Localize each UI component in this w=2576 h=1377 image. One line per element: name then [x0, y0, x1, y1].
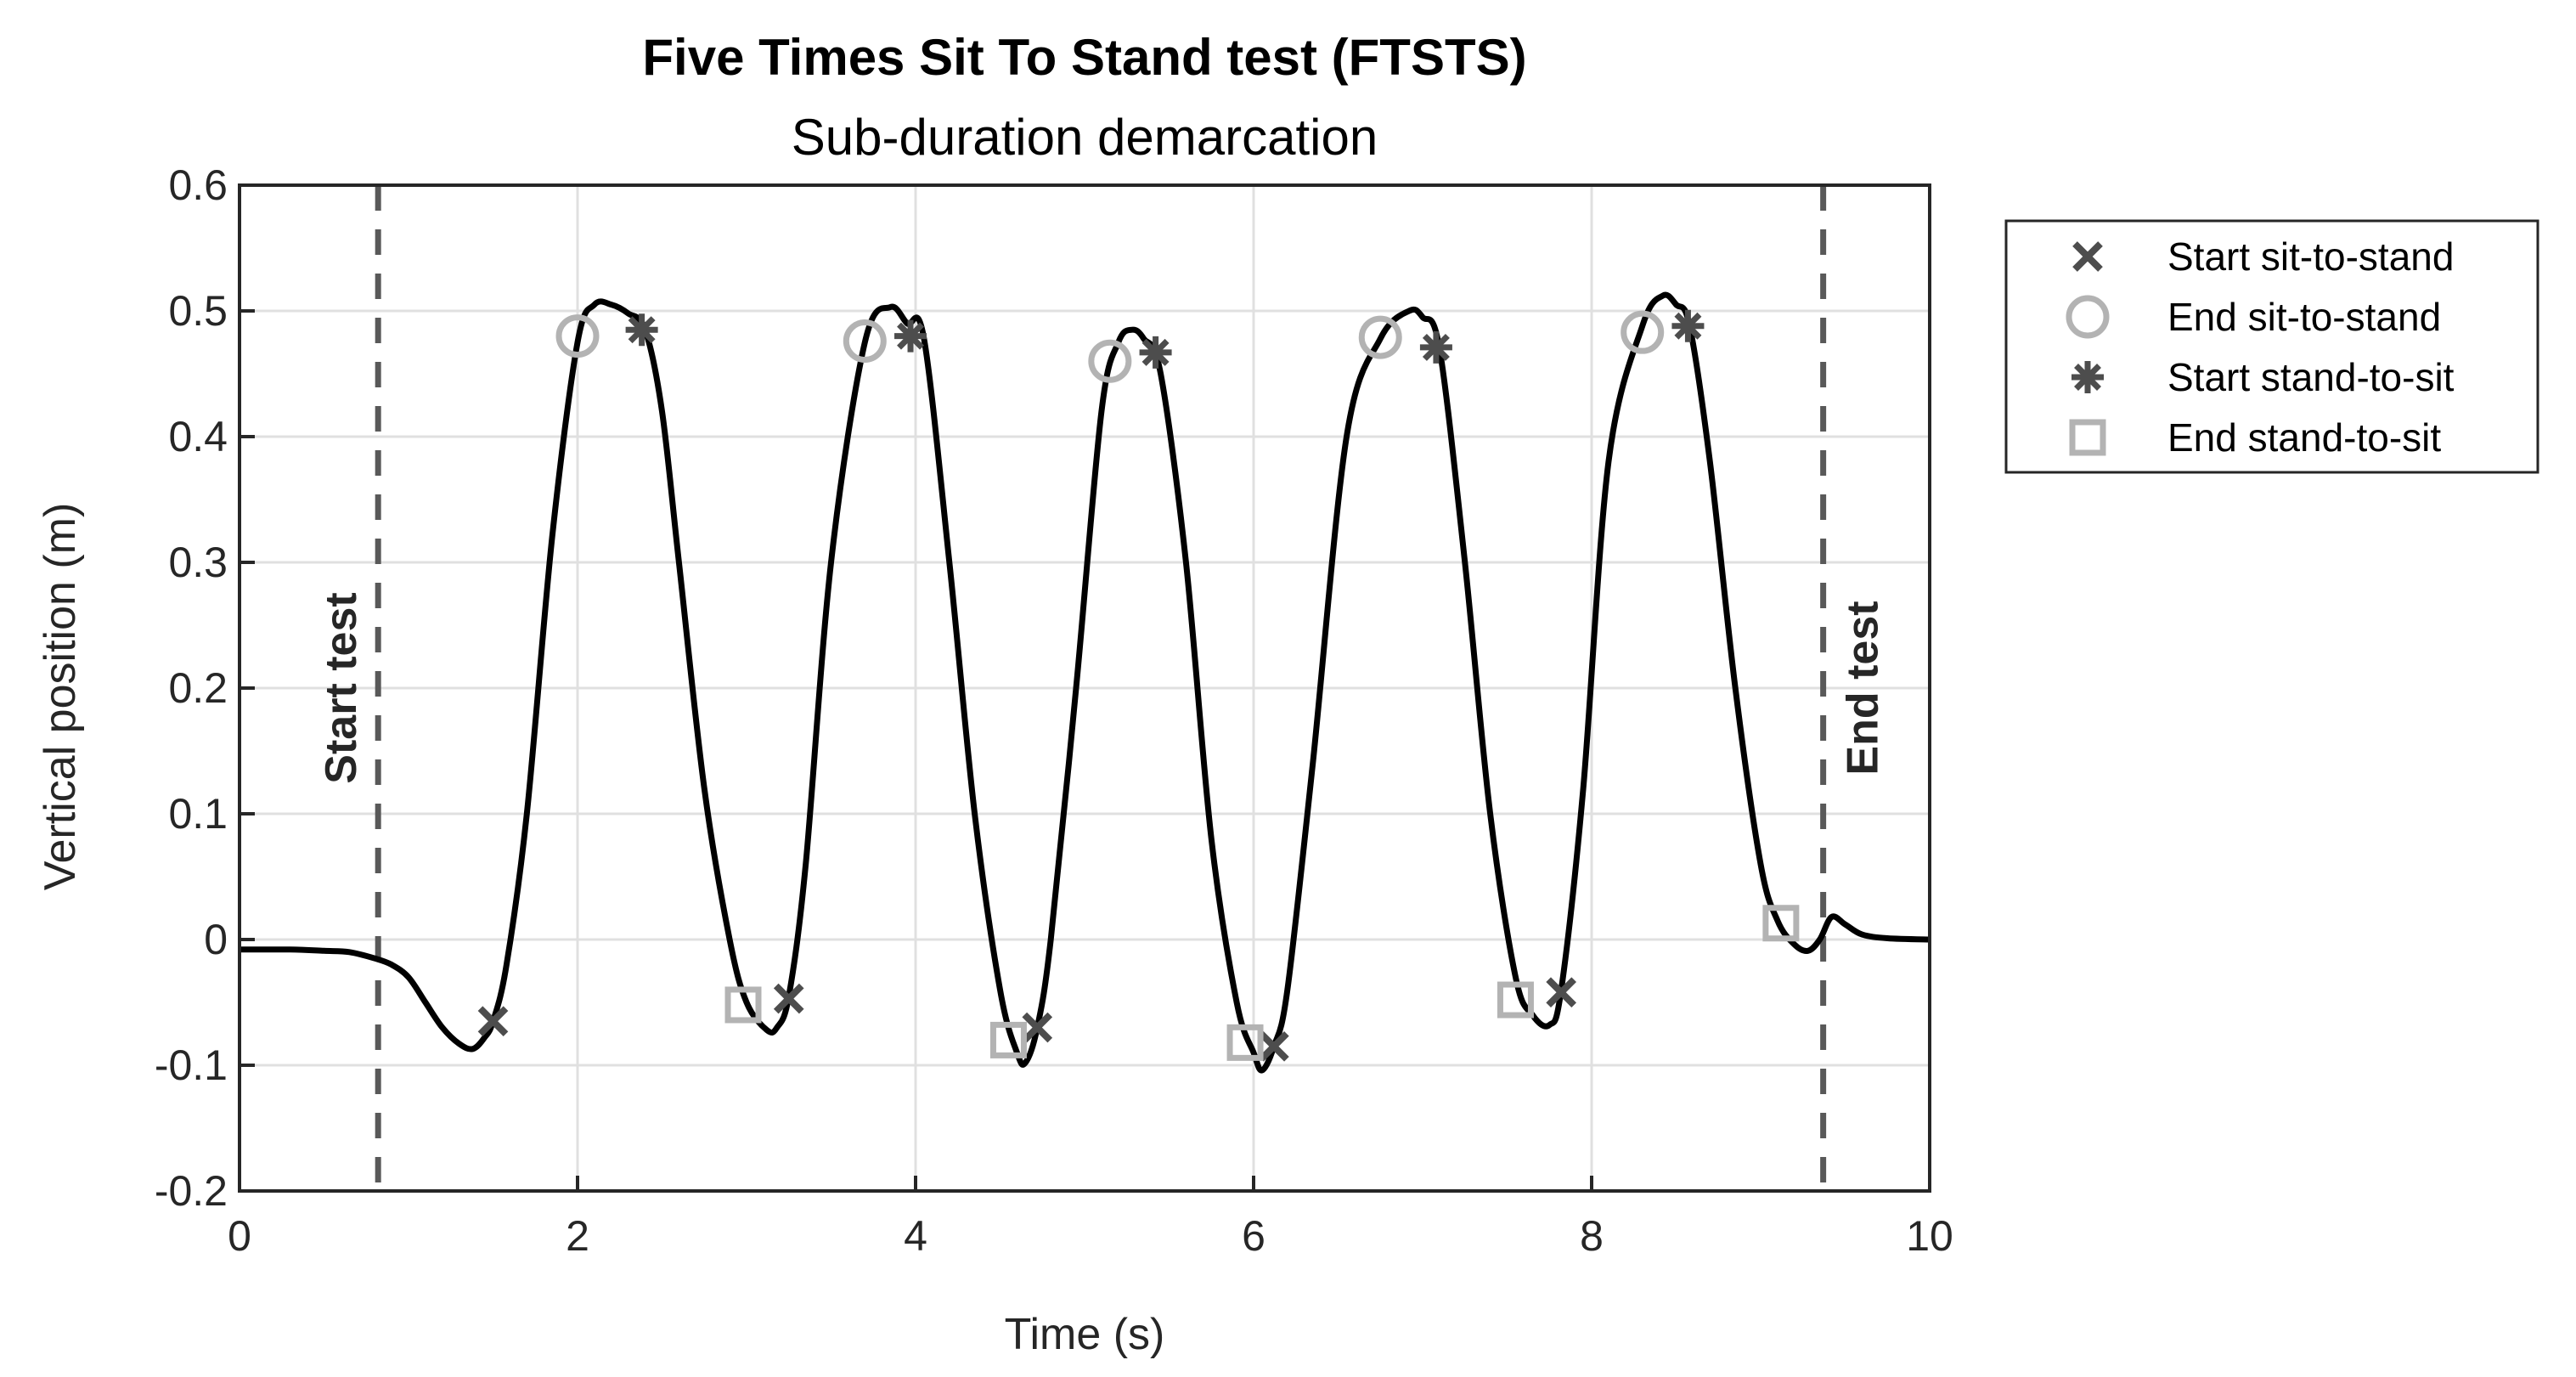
x-tick-label: 2 [566, 1212, 589, 1260]
event-marker-end-stand-to-sit [724, 986, 762, 1024]
x-tick-label: 4 [904, 1212, 927, 1260]
legend-marker-start-sit-to-stand [2072, 241, 2103, 272]
chart-subtitle: Sub-duration demarcation [792, 109, 1378, 166]
y-tick-label: -0.1 [155, 1041, 228, 1089]
event-marker-start-sit-to-stand [1259, 1030, 1289, 1062]
event-marker-start-stand-to-sit [1139, 336, 1172, 369]
event-markers [477, 309, 1800, 1062]
y-tick-label: 0.5 [168, 287, 228, 335]
test-boundary-label: End test [1839, 601, 1888, 775]
legend-marker-end-stand-to-sit [2069, 419, 2106, 456]
event-marker-start-sit-to-stand [1022, 1012, 1053, 1043]
test-boundary-label: Start test [317, 592, 366, 783]
y-tick-label: 0.1 [168, 790, 228, 838]
legend-marker-start-stand-to-sit [2072, 361, 2104, 393]
event-marker-start-sit-to-stand [773, 983, 804, 1014]
event-marker-start-stand-to-sit [1419, 330, 1452, 364]
event-marker-end-sit-to-stand [1621, 310, 1665, 354]
event-marker-end-stand-to-sit [989, 1021, 1027, 1058]
event-marker-start-stand-to-sit [894, 319, 927, 353]
y-tick-label: -0.2 [155, 1167, 228, 1215]
event-marker-start-stand-to-sit [1671, 309, 1705, 342]
y-tick-label: 0 [204, 916, 228, 963]
x-axis-label: Time (s) [1005, 1310, 1165, 1359]
x-tick-label: 8 [1580, 1212, 1604, 1260]
event-marker-start-stand-to-sit [625, 313, 658, 347]
legend-label: Start sit-to-stand [2167, 234, 2454, 279]
legend: Start sit-to-stand End sit-to-stand Start … [2004, 219, 2539, 474]
event-marker-end-sit-to-stand [1088, 339, 1132, 383]
axis-ticks: 0 2 4 6 8 10 -0.2 -0.1 0 0.1 0.2 0.3 0.4 0.5 0.6 [155, 161, 1953, 1260]
y-tick-label: 0.3 [168, 539, 228, 586]
event-marker-start-sit-to-stand [1546, 977, 1577, 1007]
y-tick-label: 0.2 [168, 664, 228, 712]
legend-marker-end-sit-to-stand [2066, 295, 2110, 339]
event-marker-start-sit-to-stand [477, 1006, 509, 1037]
curve-layer [239, 291, 1931, 1074]
legend-label: End sit-to-stand [2167, 295, 2441, 339]
event-marker-end-stand-to-sit [1497, 981, 1534, 1019]
vertical-position-curve [239, 291, 1931, 1074]
event-marker-end-stand-to-sit [1226, 1024, 1264, 1061]
y-axis-label: Vertical position (m) [36, 503, 85, 891]
x-tick-label: 10 [1906, 1212, 1953, 1260]
chart-title: Five Times Sit To Stand test (FTSTS) [642, 29, 1526, 86]
x-tick-label: 0 [228, 1212, 251, 1260]
event-marker-end-sit-to-stand [1358, 315, 1402, 359]
event-marker-end-sit-to-stand [555, 314, 600, 358]
y-tick-label: 0.6 [168, 161, 228, 209]
event-marker-end-sit-to-stand [843, 319, 887, 364]
event-marker-end-stand-to-sit [1762, 905, 1800, 942]
x-tick-label: 6 [1242, 1212, 1265, 1260]
legend-label: Start stand-to-sit [2167, 355, 2455, 399]
test-lines: Start test End test [317, 185, 1888, 1191]
legend-label: End stand-to-sit [2167, 415, 2441, 460]
y-tick-label: 0.4 [168, 413, 228, 460]
